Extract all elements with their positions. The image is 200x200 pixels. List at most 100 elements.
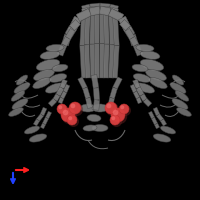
Ellipse shape <box>132 64 148 72</box>
Ellipse shape <box>61 108 75 122</box>
Ellipse shape <box>106 103 119 116</box>
Ellipse shape <box>146 69 166 81</box>
Polygon shape <box>33 119 40 126</box>
Ellipse shape <box>11 91 25 101</box>
Ellipse shape <box>133 74 151 82</box>
Polygon shape <box>100 9 110 14</box>
Polygon shape <box>133 91 140 99</box>
Ellipse shape <box>34 69 54 81</box>
Polygon shape <box>84 45 90 78</box>
Ellipse shape <box>58 105 62 109</box>
Ellipse shape <box>92 104 108 112</box>
Polygon shape <box>113 45 119 78</box>
Ellipse shape <box>177 108 191 116</box>
Polygon shape <box>58 97 64 104</box>
Ellipse shape <box>140 51 160 59</box>
Ellipse shape <box>46 83 64 93</box>
Polygon shape <box>94 9 99 43</box>
Polygon shape <box>99 6 111 16</box>
Polygon shape <box>80 13 86 46</box>
Polygon shape <box>83 87 90 99</box>
Polygon shape <box>119 16 131 32</box>
Ellipse shape <box>58 105 69 116</box>
Polygon shape <box>136 97 142 104</box>
Polygon shape <box>113 13 119 46</box>
Polygon shape <box>60 91 67 99</box>
Ellipse shape <box>153 134 171 142</box>
Polygon shape <box>76 9 92 21</box>
Ellipse shape <box>113 110 118 115</box>
Polygon shape <box>63 84 70 93</box>
Ellipse shape <box>112 109 127 124</box>
Polygon shape <box>108 9 124 21</box>
Ellipse shape <box>105 102 117 114</box>
Polygon shape <box>109 9 123 21</box>
Polygon shape <box>156 114 164 121</box>
Ellipse shape <box>40 51 60 59</box>
Polygon shape <box>86 98 92 108</box>
Ellipse shape <box>80 104 96 112</box>
Polygon shape <box>108 98 114 108</box>
Polygon shape <box>90 10 95 44</box>
Polygon shape <box>45 111 52 119</box>
Polygon shape <box>77 9 91 21</box>
Polygon shape <box>60 79 67 89</box>
Ellipse shape <box>175 91 189 101</box>
Polygon shape <box>90 44 95 78</box>
Polygon shape <box>36 114 44 121</box>
Ellipse shape <box>136 44 154 52</box>
Ellipse shape <box>120 105 124 109</box>
Ellipse shape <box>120 105 131 116</box>
Polygon shape <box>133 44 143 56</box>
Ellipse shape <box>62 109 77 124</box>
Polygon shape <box>89 7 101 15</box>
Polygon shape <box>62 34 71 46</box>
Polygon shape <box>82 10 90 16</box>
Polygon shape <box>89 6 101 16</box>
Polygon shape <box>65 26 75 37</box>
Ellipse shape <box>57 104 67 114</box>
Polygon shape <box>90 9 100 14</box>
Polygon shape <box>154 123 160 129</box>
Ellipse shape <box>9 108 23 116</box>
Ellipse shape <box>160 126 176 134</box>
Polygon shape <box>93 88 100 100</box>
Polygon shape <box>90 3 100 8</box>
Ellipse shape <box>49 74 67 82</box>
Polygon shape <box>91 75 99 88</box>
Polygon shape <box>99 6 111 16</box>
Polygon shape <box>57 44 67 56</box>
Polygon shape <box>110 10 118 16</box>
Polygon shape <box>136 87 144 96</box>
Polygon shape <box>129 34 138 46</box>
Ellipse shape <box>33 77 51 89</box>
Polygon shape <box>40 123 46 129</box>
Ellipse shape <box>140 59 164 71</box>
Ellipse shape <box>111 116 115 120</box>
Polygon shape <box>61 37 71 46</box>
Polygon shape <box>94 43 99 78</box>
Ellipse shape <box>36 59 60 71</box>
Polygon shape <box>124 28 135 40</box>
Ellipse shape <box>16 75 28 85</box>
Polygon shape <box>69 16 81 32</box>
Polygon shape <box>69 17 81 31</box>
Polygon shape <box>160 119 167 126</box>
Ellipse shape <box>63 110 68 115</box>
Polygon shape <box>100 43 105 78</box>
Ellipse shape <box>92 124 108 132</box>
Polygon shape <box>109 12 115 45</box>
Polygon shape <box>119 16 131 32</box>
Ellipse shape <box>68 116 72 120</box>
Ellipse shape <box>70 104 75 108</box>
Polygon shape <box>143 98 152 107</box>
Polygon shape <box>65 28 76 40</box>
Polygon shape <box>84 12 90 45</box>
Ellipse shape <box>52 64 68 72</box>
Polygon shape <box>110 4 118 10</box>
Ellipse shape <box>111 108 125 122</box>
Polygon shape <box>100 6 110 11</box>
Polygon shape <box>82 7 90 13</box>
Polygon shape <box>110 87 117 99</box>
Ellipse shape <box>87 114 101 122</box>
